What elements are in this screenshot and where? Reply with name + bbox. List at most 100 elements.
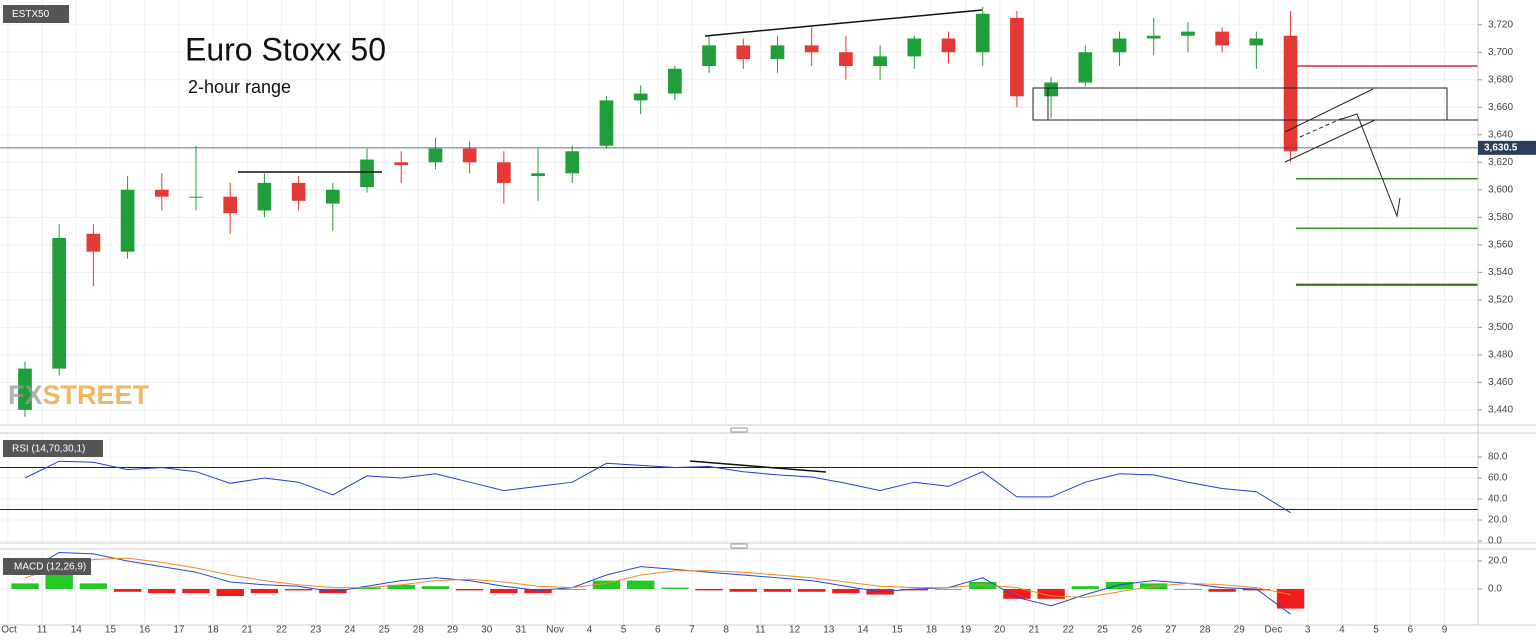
histogram-bar	[353, 587, 381, 589]
histogram-bar	[661, 587, 689, 589]
candle-body	[907, 38, 922, 57]
rsi-title: RSI (14,70,30,1)	[12, 444, 85, 455]
candle-body	[1215, 31, 1229, 46]
candle-body	[1146, 35, 1161, 39]
x-tick-label: 4	[587, 625, 593, 636]
candle-body	[223, 196, 238, 214]
histogram-bar	[148, 588, 176, 594]
histogram-bar	[1208, 588, 1236, 592]
macd-line	[24, 557, 1291, 598]
panel-handle[interactable]	[730, 543, 748, 549]
candle-body	[702, 45, 716, 67]
candle-body	[565, 151, 580, 174]
x-tick-label: 4	[1339, 625, 1345, 636]
channel-mid	[1299, 116, 1346, 138]
histogram-bar	[969, 581, 997, 589]
candle-body	[1044, 82, 1058, 97]
y-tick-label: 3,520	[1488, 294, 1513, 305]
x-tick-label: 29	[447, 625, 459, 636]
candle-body	[1283, 35, 1298, 152]
candle-body	[257, 182, 272, 211]
candle-body	[462, 148, 477, 163]
y-tick-label: 3,640	[1488, 129, 1513, 140]
x-tick-label: 21	[242, 625, 254, 636]
x-tick-label: 15	[105, 625, 117, 636]
histogram-bar	[45, 574, 73, 589]
x-tick-label: 25	[379, 625, 391, 636]
histogram-bar	[1276, 588, 1305, 609]
candle-body	[975, 13, 990, 53]
x-tick-label: 30	[481, 625, 493, 636]
histogram-bar	[524, 588, 552, 594]
x-tick-label: 25	[1097, 625, 1109, 636]
candle-body	[428, 148, 443, 163]
y-tick-label: 3,660	[1488, 102, 1513, 113]
x-tick-label: 21	[1028, 625, 1040, 636]
histogram-bar	[729, 588, 757, 592]
candle-body	[86, 233, 101, 252]
macd-title: MACD (12,26,9)	[14, 562, 86, 573]
histogram-bar	[113, 588, 142, 592]
candle-body	[1249, 38, 1264, 46]
y-tick-label: 3,480	[1488, 349, 1513, 360]
x-tick-label: 22	[1063, 625, 1075, 636]
x-tick-label: Oct	[1, 625, 17, 636]
symbol-box	[3, 5, 69, 23]
y-tick-label: 3,580	[1488, 212, 1513, 223]
histogram-bar	[79, 583, 108, 589]
x-tick-label: 18	[926, 625, 938, 636]
histogram-bar	[284, 588, 313, 591]
y-tick-label: 3,560	[1488, 239, 1513, 250]
x-tick-label: 5	[621, 625, 627, 636]
candle-body	[770, 45, 785, 60]
candle-body	[633, 93, 648, 101]
candle-body	[599, 100, 614, 146]
x-tick-label: 9	[1442, 625, 1448, 636]
watermark: FXSTREET	[8, 380, 150, 410]
x-tick-label: 7	[689, 625, 695, 636]
y-tick-label: 0.0	[1488, 536, 1502, 547]
x-tick-label: 28	[413, 625, 425, 636]
x-tick-label: 18	[208, 625, 220, 636]
histogram-bar	[626, 580, 655, 589]
candle-body	[496, 162, 511, 183]
x-tick-label: 11	[37, 625, 48, 636]
candle-body	[1112, 38, 1127, 53]
y-tick-label: 3,600	[1488, 184, 1513, 195]
grid-layer	[0, 0, 1478, 625]
watermark-right: STREET	[43, 380, 150, 410]
histogram-bar	[695, 588, 723, 591]
x-tick-label: 28	[1199, 625, 1211, 636]
histogram-bar	[421, 586, 450, 589]
macd-line	[24, 551, 1291, 615]
y-tick-label: 3,460	[1488, 377, 1513, 388]
candle-body	[668, 68, 682, 94]
y-tick-label: 20.0	[1488, 515, 1508, 526]
candle-body	[291, 182, 306, 201]
marks-layer	[0, 6, 1478, 615]
x-tick-label: Nov	[546, 625, 564, 636]
x-tick-label: 6	[1407, 625, 1413, 636]
x-tick-label: 14	[71, 625, 83, 636]
y-tick-label: 80.0	[1488, 452, 1508, 463]
watermark-left: FX	[8, 380, 43, 410]
y-tick-label: 3,700	[1488, 47, 1513, 58]
indicator-box	[3, 440, 103, 457]
candle-body	[154, 189, 169, 197]
panel-handle[interactable]	[730, 427, 748, 433]
histogram-bar	[1174, 588, 1202, 590]
projection-arrow	[1341, 113, 1401, 218]
candle-body	[873, 56, 887, 67]
y-tick-label: 60.0	[1488, 473, 1508, 484]
histogram-bar	[934, 588, 963, 590]
histogram-bar	[900, 588, 928, 591]
y-tick-label: 3,680	[1488, 74, 1513, 85]
x-tick-label: 11	[755, 625, 766, 636]
candle-body	[1078, 52, 1093, 83]
candle-body	[736, 45, 751, 60]
x-tick-label: 26	[1131, 625, 1143, 636]
x-tick-label: 14	[857, 625, 869, 636]
candle-body	[394, 162, 409, 166]
